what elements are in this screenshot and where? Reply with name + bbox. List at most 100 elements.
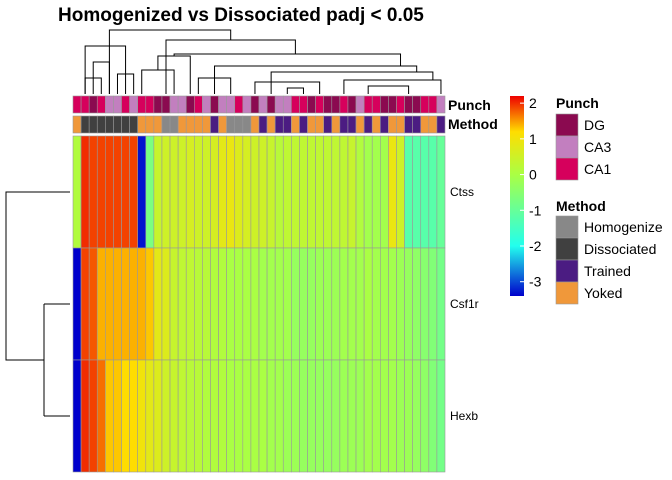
- heatmap-cell: [363, 247, 373, 361]
- legend-label: Yoked: [584, 285, 622, 301]
- punch-annotation-bar: [72, 95, 446, 114]
- dendrogram-branch: [343, 79, 442, 94]
- heatmap-cell: [218, 359, 227, 473]
- heatmap-cell: [315, 135, 324, 249]
- legend-label: DG: [584, 117, 605, 133]
- annotation-cell: [113, 95, 122, 114]
- annotation-cell: [274, 95, 284, 114]
- annotation-cell: [404, 115, 413, 134]
- annotation-cell: [412, 95, 422, 114]
- heatmap-cell: [96, 359, 106, 473]
- heatmap-cell: [185, 359, 195, 473]
- row-dendrogram: [5, 191, 70, 417]
- heatmap-cell: [282, 247, 292, 361]
- heatmap-cell: [291, 247, 300, 361]
- annotation-cell: [315, 115, 324, 134]
- annotation-cell: [96, 95, 106, 114]
- heatmap-cell: [331, 135, 341, 249]
- heatmap-cell: [242, 247, 252, 361]
- heatmap-cell: [315, 247, 324, 361]
- heatmap-cell: [194, 247, 203, 361]
- heatmap-cell: [323, 247, 333, 361]
- annotation-cell: [129, 115, 138, 134]
- annotation-cell: [388, 115, 397, 134]
- annotation-cell: [428, 115, 438, 134]
- punch-legend-title: Punch: [556, 95, 599, 111]
- heatmap-cell: [258, 359, 268, 473]
- annotation-cell: [412, 115, 422, 134]
- heatmap-cell: [105, 247, 114, 361]
- dendrogram-branch: [165, 39, 296, 94]
- heatmap-cell: [137, 247, 147, 361]
- punch-legend: DG CA3 CA1: [555, 113, 611, 181]
- heatmap-cell: [347, 247, 357, 361]
- heatmap-cell: [282, 359, 292, 473]
- annotation-cell: [234, 95, 244, 114]
- annotation-cell: [113, 115, 122, 134]
- annotation-cell: [72, 95, 82, 114]
- heatmap-cell: [72, 359, 82, 473]
- heatmap-cell: [194, 359, 203, 473]
- heatmap-cell: [331, 359, 341, 473]
- heatmap-cell: [105, 359, 114, 473]
- annotation-cell: [396, 95, 405, 114]
- annotation-cell: [274, 115, 284, 134]
- heatmap-cell: [121, 247, 130, 361]
- heatmap-cell: [161, 247, 171, 361]
- annotation-cell: [137, 115, 147, 134]
- heatmap-cell: [420, 135, 430, 249]
- heatmap-cell: [266, 247, 276, 361]
- annotation-cell: [331, 95, 341, 114]
- heatmap-cell: [153, 135, 163, 249]
- heatmap-cell: [299, 135, 308, 249]
- annotation-cell: [105, 115, 114, 134]
- heatmap-cell: [145, 135, 155, 249]
- legend-swatch: [555, 237, 579, 261]
- annotation-cell: [307, 95, 316, 114]
- heatmap-cell: [258, 135, 268, 249]
- dendrogram-branch: [5, 191, 70, 361]
- legend-label: Homogenize: [584, 219, 663, 235]
- annotation-cell: [169, 115, 179, 134]
- annotation-cell: [161, 115, 171, 134]
- annotation-cell: [363, 115, 373, 134]
- legend-swatch: [555, 113, 579, 137]
- heatmap-cell: [161, 359, 171, 473]
- annotation-cell: [121, 95, 130, 114]
- annotation-cell: [194, 115, 203, 134]
- annotation-cell: [420, 95, 430, 114]
- heatmap-cell: [339, 247, 349, 361]
- annotation-cell: [258, 115, 268, 134]
- heatmap-cell: [299, 359, 308, 473]
- annotation-cell: [331, 115, 341, 134]
- annotation-cell: [428, 95, 438, 114]
- heatmap-cell: [169, 135, 179, 249]
- heatmap-cell: [250, 135, 260, 249]
- heatmap-cell: [404, 247, 413, 361]
- annotation-cell: [72, 115, 82, 134]
- heatmap-cell: [428, 247, 438, 361]
- annotation-cell: [80, 115, 90, 134]
- heatmap-cell: [371, 247, 381, 361]
- heatmap-cell: [428, 135, 438, 249]
- row-label: Csf1r: [450, 297, 479, 311]
- heatmap-cell: [307, 247, 316, 361]
- heatmap-cell: [137, 135, 147, 249]
- dendrogram-branch: [286, 87, 304, 94]
- annotation-cell: [282, 95, 292, 114]
- heatmap-cell: [412, 135, 422, 249]
- annotation-cell: [250, 95, 260, 114]
- annotation-cell: [266, 115, 276, 134]
- annotation-cell: [153, 115, 163, 134]
- color-scale-bar: [510, 96, 524, 296]
- heatmap-cell: [177, 359, 187, 473]
- heatmap-cell: [436, 247, 446, 361]
- punch-annotation-label: Punch: [448, 97, 491, 113]
- heatmap-cell: [380, 247, 389, 361]
- heatmap-cell: [218, 135, 227, 249]
- heatmap-cell: [307, 135, 316, 249]
- heatmap-cell: [299, 247, 308, 361]
- annotation-cell: [129, 95, 138, 114]
- heatmap-cell: [242, 359, 252, 473]
- heatmap-cell: [339, 135, 349, 249]
